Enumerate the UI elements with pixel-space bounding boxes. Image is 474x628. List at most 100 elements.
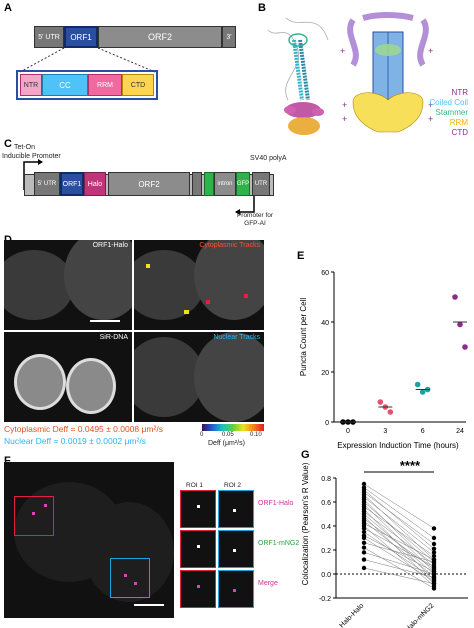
roi1-ch2 xyxy=(180,530,216,568)
panel-b-structure: + + + + + + xyxy=(267,12,433,135)
c-intron-box: intron xyxy=(214,172,236,196)
legend-coiled-coil: Coiled Coil xyxy=(429,98,468,107)
g-pair-line xyxy=(363,506,435,557)
deff-colorbar xyxy=(202,424,264,431)
img-nuc-tracks: Nuclear Tracks xyxy=(134,332,264,422)
svg-text:+: + xyxy=(428,114,433,124)
e-point xyxy=(414,381,421,388)
e-point xyxy=(387,409,394,415)
g-pair-line xyxy=(363,501,435,563)
panel-label-e: E xyxy=(297,250,305,262)
svg-text:+: + xyxy=(340,46,345,56)
e-axes: 0 20 40 60 0 3 6 24 xyxy=(321,270,466,435)
f-merge-label: Merge xyxy=(258,580,278,587)
utr3-box: 3' xyxy=(222,26,236,48)
e-point xyxy=(452,294,458,300)
g-point-halo-mng2 xyxy=(431,546,437,551)
g-point-halo-halo xyxy=(361,481,367,487)
sv40-label: SV40 polyA xyxy=(250,155,287,162)
svg-text:+: + xyxy=(428,100,433,110)
g-ytick-label: 0.2 xyxy=(321,548,331,555)
g-point-halo-halo xyxy=(361,540,367,545)
tet-on-label: Tet-On xyxy=(14,144,36,151)
g-point-halo-halo xyxy=(361,526,367,531)
g-pair-line xyxy=(363,525,435,587)
g-pair-line xyxy=(363,523,435,560)
colorbar-tick-010: 0.10 xyxy=(250,432,262,438)
roi2-ch1 xyxy=(218,490,254,528)
roi2-box xyxy=(110,558,150,598)
img-sir-dna: SiR-DNA xyxy=(4,332,132,422)
g-pair-line xyxy=(363,567,435,584)
panel-label-g: G xyxy=(301,449,310,461)
g-ylabel: Colocalization (Pearson's R Value) xyxy=(301,462,310,585)
g-ytick-label: 0.4 xyxy=(321,524,331,531)
c-halo-box: Halo xyxy=(84,172,106,196)
e-point xyxy=(462,344,468,350)
roi2-label: ROI 2 xyxy=(224,482,241,489)
g-ytick-label: -0.2 xyxy=(319,596,331,603)
svg-text:+: + xyxy=(342,100,347,110)
svg-text:+: + xyxy=(428,46,433,56)
img-orf1-halo: ORF1-Halo xyxy=(4,240,132,330)
zoom-lines xyxy=(19,47,156,73)
g-pair-line xyxy=(363,531,435,580)
cyto-deff-text: Cytoplasmic Deff = 0.0495 ± 0.0008 μm²/s xyxy=(4,424,163,434)
g-pair-line xyxy=(363,516,435,584)
g-ytick-label: 0.6 xyxy=(321,500,331,507)
g-pair-line xyxy=(363,494,435,560)
domain-ctd: CTD xyxy=(122,74,154,96)
g-pair-line xyxy=(363,489,435,549)
legend-ntr: NTR xyxy=(451,88,468,97)
g-pair-line xyxy=(363,535,435,572)
g-point-halo-mng2 xyxy=(431,526,437,531)
c-orf2-box: ORF2 xyxy=(108,172,190,196)
g-pair-line xyxy=(363,537,435,582)
c-utr3-box: UTR xyxy=(252,172,270,196)
g-pair-line xyxy=(363,518,435,570)
legend-rrm: RRM xyxy=(449,118,468,127)
e-points xyxy=(340,294,468,425)
g-xtick-label: Halo-Halo xyxy=(338,602,365,628)
domain-rrm: RRM xyxy=(88,74,122,96)
e-xlabel: Expression Induction Time (hours) xyxy=(337,441,459,450)
g-pair-line xyxy=(363,521,435,577)
schematic-trimer: + + + + + + xyxy=(340,12,433,133)
g-ytick-label: 0.0 xyxy=(321,572,331,579)
e-xtick-label: 3 xyxy=(383,428,387,435)
g-point-halo-mng2 xyxy=(431,586,437,591)
roi1-label: ROI 1 xyxy=(186,482,203,489)
g-point-halo-mng2 xyxy=(431,550,437,555)
e-point xyxy=(419,389,426,395)
roi2-merge xyxy=(218,570,254,608)
c-gfp-box: GFP xyxy=(236,172,250,196)
panel-b-legend: NTR Coiled Coil Stammer RRM CTD xyxy=(429,88,468,138)
g-point-halo-halo xyxy=(361,529,367,535)
g-points xyxy=(361,481,437,591)
scale-bar xyxy=(90,320,120,322)
utr5-box: 5' UTR xyxy=(34,26,64,48)
g-point-halo-mng2 xyxy=(431,564,437,569)
g-ytick-label: 0.8 xyxy=(321,476,331,483)
colorbar-label: Deff (μm²/s) xyxy=(208,440,245,447)
panel-label-b: B xyxy=(258,2,266,14)
g-pair-line xyxy=(363,511,435,565)
g-pair-line xyxy=(363,528,435,568)
g-pair-line xyxy=(363,483,435,529)
g-pair-line xyxy=(363,499,435,569)
f-ch2-label: ORF1-mNG2 xyxy=(258,540,300,547)
g-pair-line xyxy=(363,552,435,575)
label-cyto-tracks: Cytoplasmic Tracks xyxy=(199,242,260,249)
roi1-merge xyxy=(180,570,216,608)
g-pair-line xyxy=(363,492,435,545)
svg-text:+: + xyxy=(342,114,347,124)
orf2-box: ORF2 xyxy=(98,26,222,48)
g-point-halo-halo xyxy=(361,535,367,541)
roi1-ch1 xyxy=(180,490,216,528)
e-ytick-label: 0 xyxy=(325,420,329,427)
img-overview xyxy=(4,462,174,618)
g-point-halo-mng2 xyxy=(431,553,437,559)
nuc-deff-text: Nuclear Deff = 0.0019 ± 0.0002 μm²/s xyxy=(4,436,146,446)
g-point-halo-mng2 xyxy=(431,535,437,541)
img-cyto-tracks: Cytoplasmic Tracks xyxy=(134,240,264,330)
